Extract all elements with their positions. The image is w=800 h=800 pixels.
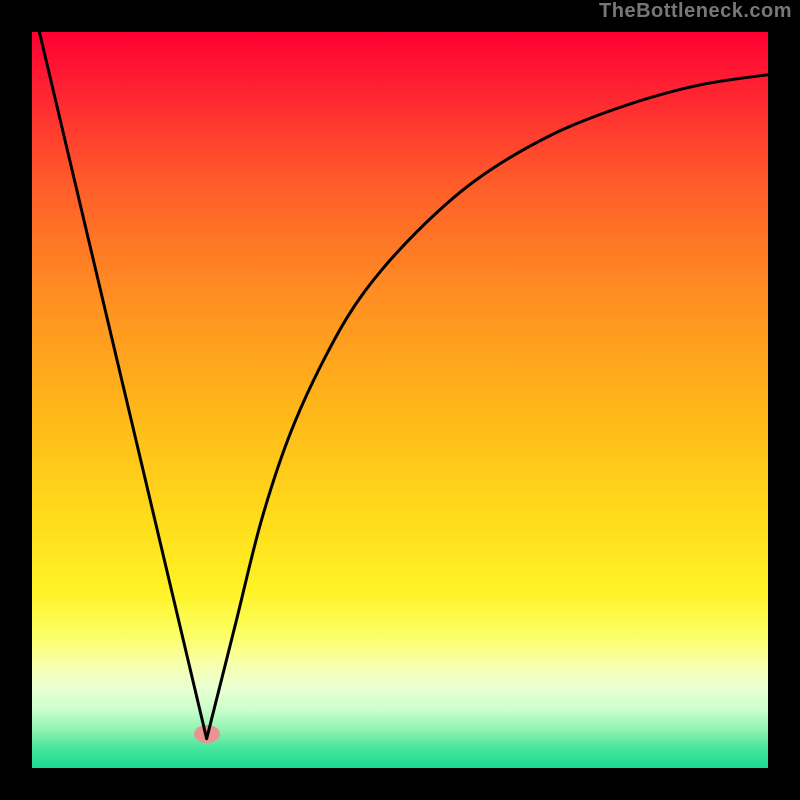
watermark-text: TheBottleneck.com <box>599 0 792 23</box>
bottleneck-curve <box>39 32 772 739</box>
plot-svg <box>32 32 772 772</box>
chart-container: TheBottleneck.com <box>0 0 800 800</box>
plot-area <box>30 30 770 770</box>
